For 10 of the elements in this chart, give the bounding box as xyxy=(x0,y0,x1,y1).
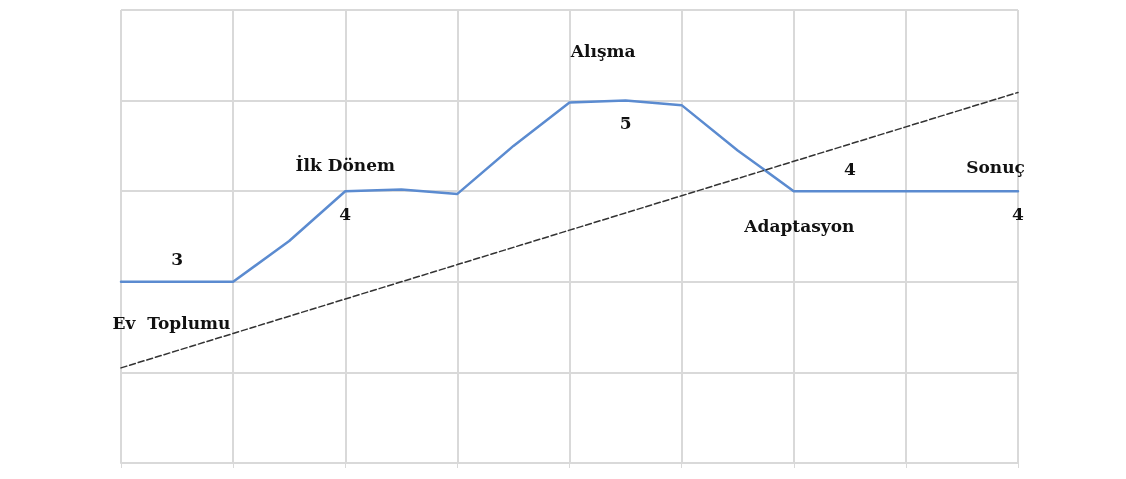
annotation: Adaptasyon xyxy=(743,215,855,236)
data-label: 4 xyxy=(1012,203,1025,224)
annotation: Alışma xyxy=(569,40,636,61)
annotation: İlk Dönem xyxy=(295,154,395,175)
data-label: 3 xyxy=(171,249,183,270)
data-label: 4 xyxy=(339,203,352,224)
annotation: Sonuç xyxy=(966,156,1025,177)
annotation: Ev Toplumu xyxy=(112,312,231,333)
data-label: 4 xyxy=(843,158,856,179)
data-label: 5 xyxy=(619,113,632,134)
